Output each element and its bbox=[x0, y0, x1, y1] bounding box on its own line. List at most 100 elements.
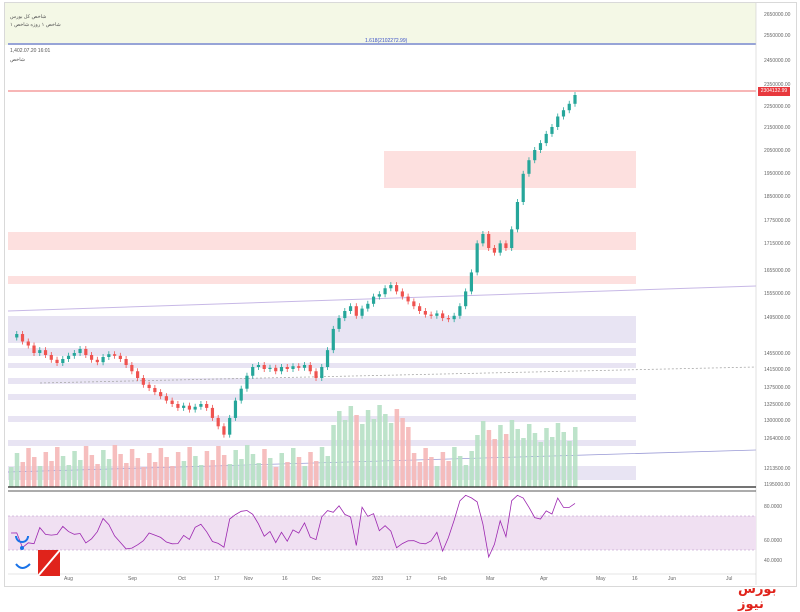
volume-bar bbox=[135, 458, 141, 487]
candle-body bbox=[274, 367, 278, 372]
candle-body bbox=[61, 359, 65, 363]
candle-body bbox=[383, 288, 387, 295]
y-tick-label: 1375000.00 bbox=[764, 385, 791, 391]
x-tick-label: Dec bbox=[312, 576, 321, 582]
volume-bar bbox=[89, 455, 95, 487]
y-tick-label: 2450000.00 bbox=[764, 58, 791, 64]
candle-body bbox=[118, 355, 122, 359]
volume-bar bbox=[486, 430, 492, 487]
volume-bar bbox=[129, 449, 135, 487]
boursenews-logo-icon bbox=[15, 536, 61, 577]
volume-bar bbox=[216, 446, 221, 487]
y-tick-label: 2150000.00 bbox=[764, 125, 791, 131]
volume-bar bbox=[394, 409, 400, 487]
volume-bar bbox=[43, 452, 49, 487]
candle-body bbox=[533, 150, 537, 161]
x-tick-label: 16 bbox=[282, 576, 288, 582]
volume-bar bbox=[480, 421, 486, 487]
x-tick-label: Oct bbox=[178, 576, 186, 582]
candle-body bbox=[366, 303, 370, 309]
candle-body bbox=[452, 315, 456, 320]
candle-body bbox=[38, 350, 42, 353]
volume-bar bbox=[210, 460, 215, 487]
volume-bar bbox=[354, 415, 359, 487]
volume-bar bbox=[573, 427, 578, 487]
candle-body bbox=[510, 229, 514, 248]
candle-body bbox=[101, 357, 105, 363]
volume-bar bbox=[95, 464, 100, 487]
candle-body bbox=[182, 405, 186, 408]
volume-bar bbox=[475, 435, 480, 487]
volume-bar bbox=[256, 463, 261, 487]
support-zone bbox=[8, 316, 636, 343]
volume-bar bbox=[106, 459, 112, 487]
candle-body bbox=[72, 353, 76, 356]
volume-bar bbox=[118, 454, 123, 487]
volume-bar bbox=[498, 425, 503, 487]
candle-body bbox=[406, 296, 410, 302]
volume-bar bbox=[227, 464, 233, 487]
candle-body bbox=[418, 306, 422, 311]
candle-body bbox=[446, 318, 450, 320]
volume-bar bbox=[406, 427, 411, 487]
volume-bar bbox=[250, 454, 256, 487]
x-tick-label: Sep bbox=[128, 576, 137, 582]
candle-body bbox=[285, 367, 289, 369]
candle-body bbox=[124, 359, 128, 365]
volume-bar bbox=[538, 442, 543, 487]
candle-body bbox=[561, 110, 566, 117]
volume-bar bbox=[78, 460, 83, 487]
candle-body bbox=[302, 365, 307, 368]
volume-bar bbox=[244, 445, 250, 487]
x-tick-label: Jun bbox=[668, 576, 676, 582]
candle-body bbox=[297, 366, 301, 368]
trend-line bbox=[7, 285, 757, 312]
x-tick-label: Mar bbox=[486, 576, 495, 582]
candle-body bbox=[216, 417, 220, 427]
y-tick-label: 1775000.00 bbox=[764, 218, 791, 224]
candle-body bbox=[371, 296, 376, 304]
volume-bar bbox=[308, 452, 313, 487]
x-tick-label: May bbox=[596, 576, 606, 582]
support-zone bbox=[8, 348, 636, 356]
volume-bar bbox=[567, 441, 572, 487]
candle-body bbox=[78, 348, 82, 353]
volume-bar bbox=[124, 463, 129, 487]
volume-bar bbox=[187, 447, 192, 487]
candle-body bbox=[55, 359, 59, 363]
volume-bar bbox=[521, 438, 526, 487]
rsi-band bbox=[8, 516, 756, 550]
y-tick-label: 2250000.00 bbox=[764, 104, 791, 110]
volume-bar bbox=[383, 414, 388, 487]
volume-bar bbox=[371, 419, 377, 487]
candle-body bbox=[26, 341, 30, 346]
support-zone bbox=[8, 440, 636, 446]
candle-body bbox=[423, 311, 427, 315]
volume-bar bbox=[388, 423, 394, 487]
candle-body bbox=[66, 355, 71, 359]
candle-body bbox=[498, 243, 502, 253]
volume-bar bbox=[463, 465, 469, 487]
candle-body bbox=[43, 350, 48, 355]
candle-body bbox=[360, 308, 364, 316]
resistance-zone bbox=[384, 151, 636, 188]
candle-body bbox=[308, 365, 312, 372]
candle-body bbox=[348, 306, 353, 311]
candle-body bbox=[245, 375, 249, 389]
y-tick-label: 1264000.00 bbox=[764, 436, 791, 442]
volume-bar bbox=[411, 453, 417, 487]
volume-bar bbox=[331, 425, 336, 487]
symbol-title: شاخص کل بورس bbox=[10, 14, 47, 20]
candle-body bbox=[331, 328, 335, 351]
candle-body bbox=[435, 313, 439, 316]
volume-bar bbox=[101, 450, 106, 487]
candle-body bbox=[377, 294, 381, 297]
candle-body bbox=[469, 272, 474, 292]
volume-bar bbox=[492, 439, 497, 487]
candle-body bbox=[187, 405, 192, 410]
candle-body bbox=[354, 306, 358, 316]
volume-bar bbox=[446, 461, 451, 487]
y-tick-label: 2650000.00 bbox=[764, 12, 791, 18]
volume-bar bbox=[49, 461, 54, 487]
